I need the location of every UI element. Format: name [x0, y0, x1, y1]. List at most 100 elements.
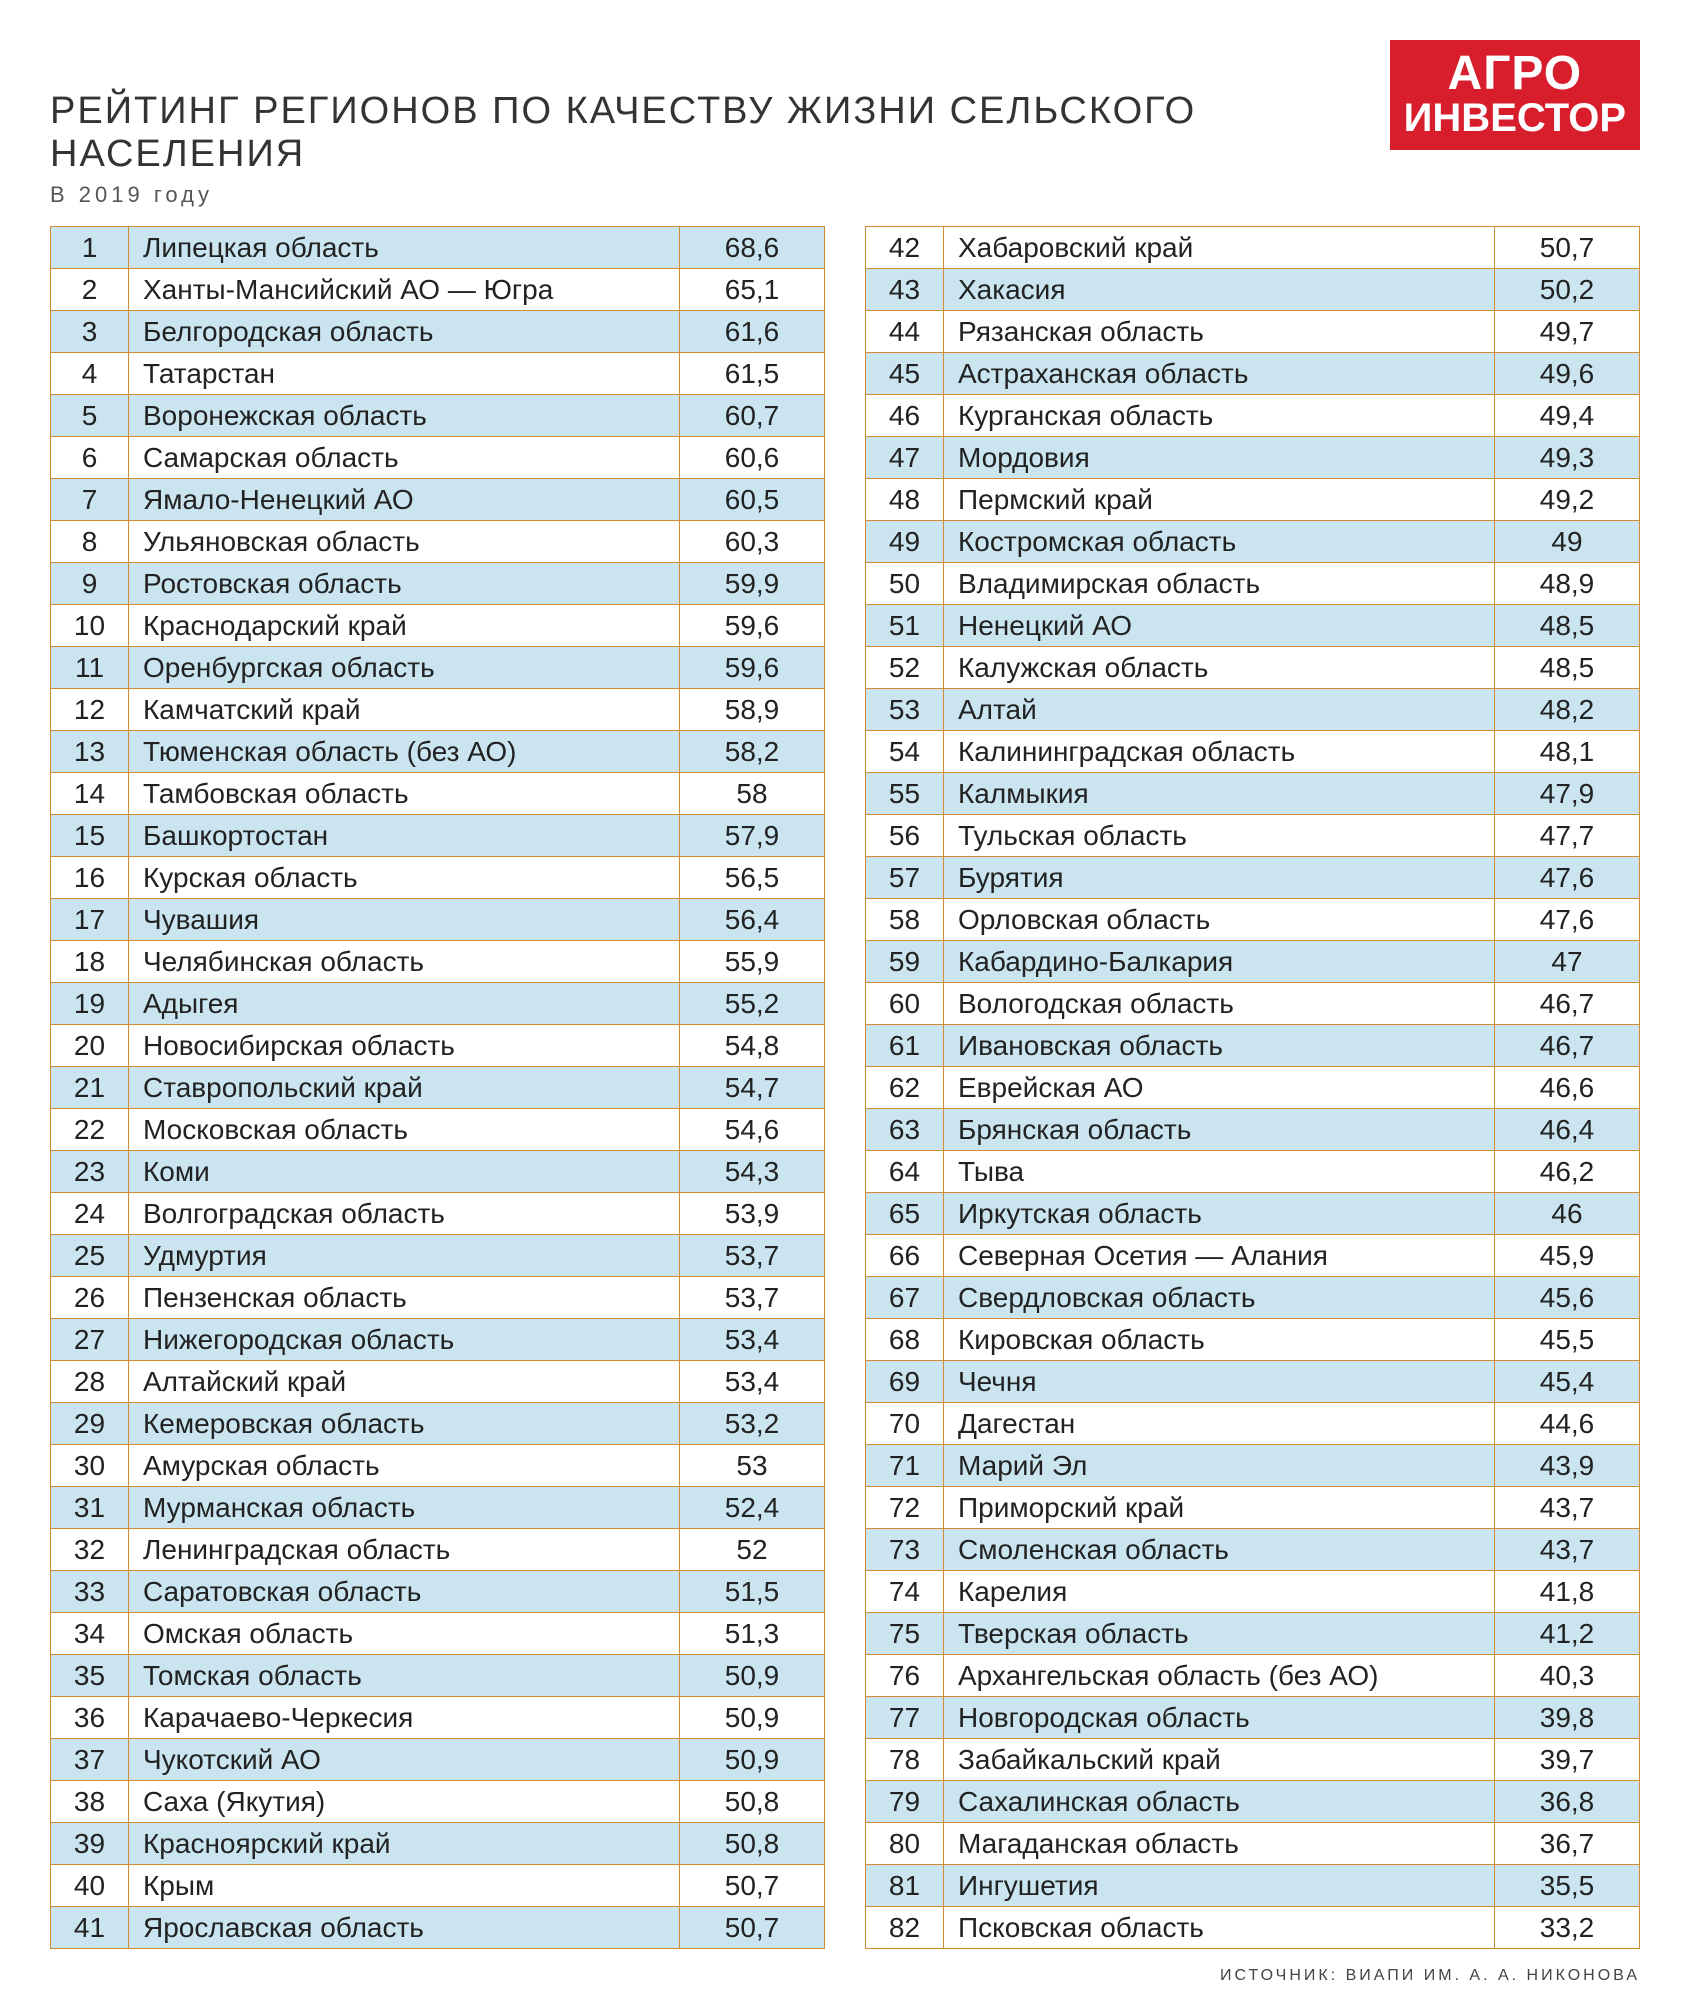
value-cell: 45,9 — [1495, 1235, 1640, 1277]
value-cell: 56,5 — [680, 857, 825, 899]
value-cell: 33,2 — [1495, 1907, 1640, 1949]
value-cell: 59,9 — [680, 563, 825, 605]
region-cell: Владимирская область — [944, 563, 1495, 605]
rank-cell: 58 — [866, 899, 944, 941]
value-cell: 53,9 — [680, 1193, 825, 1235]
region-cell: Чечня — [944, 1361, 1495, 1403]
table-row: 41Ярославская область50,7 — [51, 1907, 825, 1949]
region-cell: Липецкая область — [129, 227, 680, 269]
table-row: 23Коми54,3 — [51, 1151, 825, 1193]
value-cell: 49,7 — [1495, 311, 1640, 353]
column-left: 1Липецкая область68,62Ханты-Мансийский А… — [50, 226, 825, 1949]
table-row: 11Оренбургская область59,6 — [51, 647, 825, 689]
table-row: 51Ненецкий АО48,5 — [866, 605, 1640, 647]
rank-cell: 38 — [51, 1781, 129, 1823]
table-row: 65Иркутская область46 — [866, 1193, 1640, 1235]
table-row: 3Белгородская область61,6 — [51, 311, 825, 353]
table-row: 26Пензенская область53,7 — [51, 1277, 825, 1319]
region-cell: Коми — [129, 1151, 680, 1193]
region-cell: Бурятия — [944, 857, 1495, 899]
rank-cell: 56 — [866, 815, 944, 857]
region-cell: Дагестан — [944, 1403, 1495, 1445]
region-cell: Саха (Якутия) — [129, 1781, 680, 1823]
table-row: 77Новгородская область39,8 — [866, 1697, 1640, 1739]
region-cell: Калининградская область — [944, 731, 1495, 773]
value-cell: 45,5 — [1495, 1319, 1640, 1361]
value-cell: 51,3 — [680, 1613, 825, 1655]
value-cell: 58,2 — [680, 731, 825, 773]
region-cell: Ярославская область — [129, 1907, 680, 1949]
value-cell: 50,7 — [680, 1907, 825, 1949]
value-cell: 48,5 — [1495, 647, 1640, 689]
region-cell: Кемеровская область — [129, 1403, 680, 1445]
region-cell: Смоленская область — [944, 1529, 1495, 1571]
rank-cell: 66 — [866, 1235, 944, 1277]
table-row: 30Амурская область53 — [51, 1445, 825, 1487]
rank-cell: 7 — [51, 479, 129, 521]
table-row: 25Удмуртия53,7 — [51, 1235, 825, 1277]
region-cell: Калмыкия — [944, 773, 1495, 815]
rank-cell: 39 — [51, 1823, 129, 1865]
table-row: 29Кемеровская область53,2 — [51, 1403, 825, 1445]
region-cell: Хабаровский край — [944, 227, 1495, 269]
value-cell: 36,8 — [1495, 1781, 1640, 1823]
value-cell: 40,3 — [1495, 1655, 1640, 1697]
rank-cell: 79 — [866, 1781, 944, 1823]
rank-cell: 65 — [866, 1193, 944, 1235]
value-cell: 46,6 — [1495, 1067, 1640, 1109]
rank-cell: 46 — [866, 395, 944, 437]
table-row: 34Омская область51,3 — [51, 1613, 825, 1655]
table-row: 24Волгоградская область53,9 — [51, 1193, 825, 1235]
rank-cell: 73 — [866, 1529, 944, 1571]
rank-cell: 20 — [51, 1025, 129, 1067]
value-cell: 39,8 — [1495, 1697, 1640, 1739]
table-row: 8Ульяновская область60,3 — [51, 521, 825, 563]
rank-cell: 71 — [866, 1445, 944, 1487]
rank-cell: 34 — [51, 1613, 129, 1655]
table-row: 16Курская область56,5 — [51, 857, 825, 899]
value-cell: 45,4 — [1495, 1361, 1640, 1403]
region-cell: Северная Осетия — Алания — [944, 1235, 1495, 1277]
table-row: 19Адыгея55,2 — [51, 983, 825, 1025]
rank-cell: 35 — [51, 1655, 129, 1697]
region-cell: Тамбовская область — [129, 773, 680, 815]
value-cell: 46,4 — [1495, 1109, 1640, 1151]
rank-cell: 82 — [866, 1907, 944, 1949]
table-row: 52Калужская область48,5 — [866, 647, 1640, 689]
rank-cell: 74 — [866, 1571, 944, 1613]
table-row: 53Алтай48,2 — [866, 689, 1640, 731]
region-cell: Красноярский край — [129, 1823, 680, 1865]
table-columns: 1Липецкая область68,62Ханты-Мансийский А… — [50, 226, 1640, 1949]
table-row: 21Ставропольский край54,7 — [51, 1067, 825, 1109]
rank-cell: 67 — [866, 1277, 944, 1319]
value-cell: 36,7 — [1495, 1823, 1640, 1865]
rank-cell: 2 — [51, 269, 129, 311]
value-cell: 48,2 — [1495, 689, 1640, 731]
region-cell: Саратовская область — [129, 1571, 680, 1613]
value-cell: 49,3 — [1495, 437, 1640, 479]
value-cell: 50,8 — [680, 1781, 825, 1823]
table-row: 6Самарская область60,6 — [51, 437, 825, 479]
table-row: 59Кабардино-Балкария47 — [866, 941, 1640, 983]
value-cell: 50,9 — [680, 1739, 825, 1781]
region-cell: Тверская область — [944, 1613, 1495, 1655]
table-row: 12Камчатский край58,9 — [51, 689, 825, 731]
value-cell: 59,6 — [680, 647, 825, 689]
table-row: 49Костромская область49 — [866, 521, 1640, 563]
value-cell: 46,7 — [1495, 983, 1640, 1025]
rank-cell: 70 — [866, 1403, 944, 1445]
value-cell: 54,6 — [680, 1109, 825, 1151]
table-row: 13Тюменская область (без АО)58,2 — [51, 731, 825, 773]
region-cell: Забайкальский край — [944, 1739, 1495, 1781]
table-row: 56Тульская область47,7 — [866, 815, 1640, 857]
rank-cell: 41 — [51, 1907, 129, 1949]
region-cell: Орловская область — [944, 899, 1495, 941]
region-cell: Карачаево-Черкесия — [129, 1697, 680, 1739]
rank-cell: 30 — [51, 1445, 129, 1487]
value-cell: 58,9 — [680, 689, 825, 731]
region-cell: Ивановская область — [944, 1025, 1495, 1067]
region-cell: Еврейская АО — [944, 1067, 1495, 1109]
value-cell: 61,6 — [680, 311, 825, 353]
rank-cell: 72 — [866, 1487, 944, 1529]
value-cell: 52 — [680, 1529, 825, 1571]
